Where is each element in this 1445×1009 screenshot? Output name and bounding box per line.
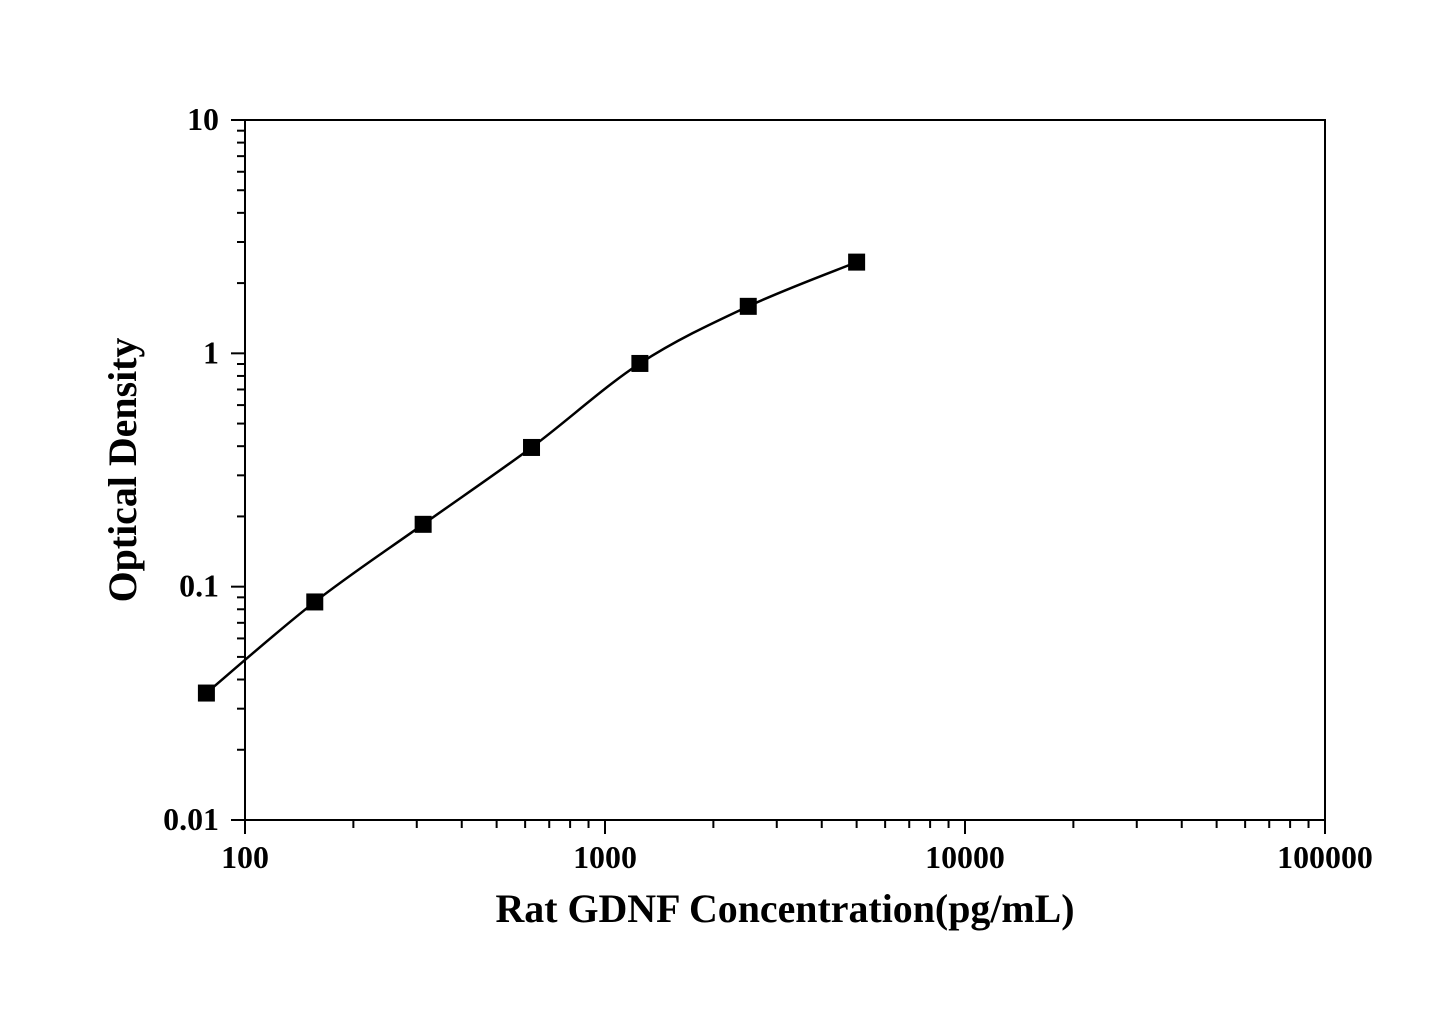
x-tick-label: 1000 (573, 840, 637, 875)
y-tick-label: 0.1 (179, 569, 219, 604)
data-point-marker (849, 254, 865, 270)
y-tick-label: 0.01 (163, 802, 219, 837)
y-axis-label: Optical Density (100, 338, 145, 603)
data-point-marker (198, 685, 214, 701)
x-tick-label: 100 (221, 840, 269, 875)
x-axis-label: Rat GDNF Concentration(pg/mL) (495, 886, 1074, 931)
data-point-marker (415, 516, 431, 532)
x-tick-label: 100000 (1277, 840, 1373, 875)
chart-container: 100 1000 10000 100000 Rat GDNF Concentration… (0, 0, 1445, 1009)
data-point-marker (524, 439, 540, 455)
y-tick-label: 10 (187, 102, 219, 137)
data-point-marker (307, 594, 323, 610)
data-point-marker (632, 355, 648, 371)
y-tick-label: 1 (203, 335, 219, 370)
x-tick-label: 10000 (925, 840, 1005, 875)
loglog-chart: 100 1000 10000 100000 Rat GDNF Concentration… (0, 0, 1445, 1009)
data-point-marker (740, 298, 756, 314)
